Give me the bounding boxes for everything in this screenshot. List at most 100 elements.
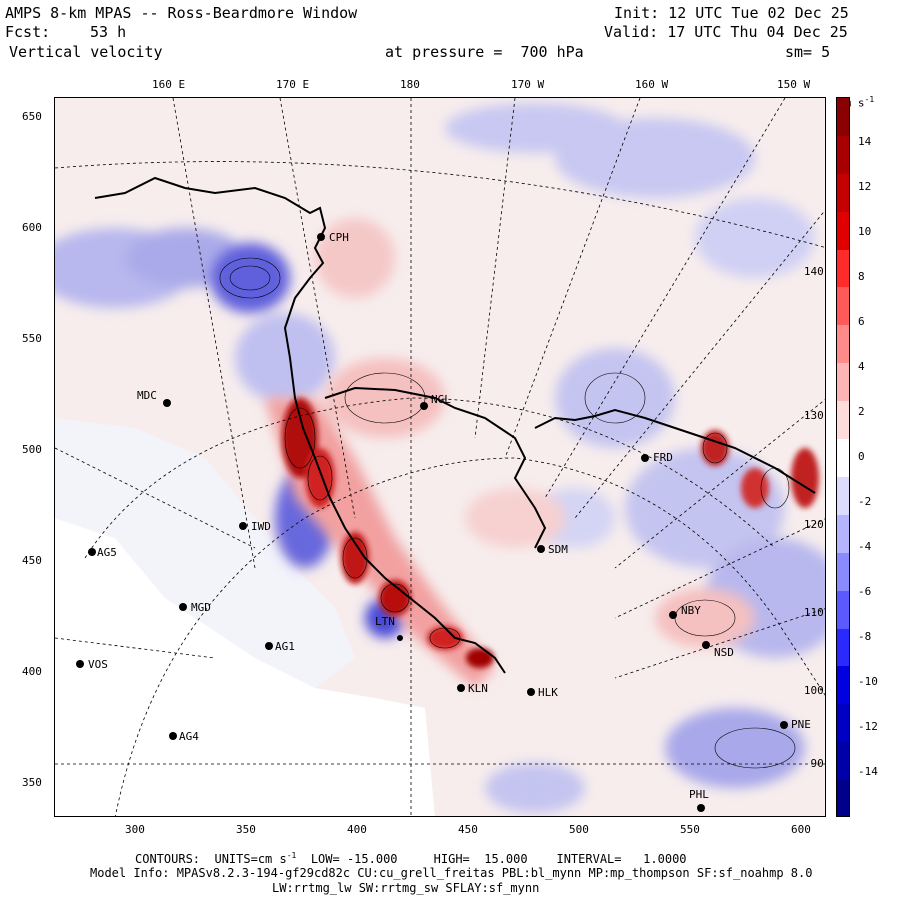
forecast-label: Fcst: — [5, 23, 51, 41]
station-label-pne: PNE — [791, 718, 811, 731]
station-label-nby: NBY — [681, 604, 701, 617]
colorbar-label: 4 — [858, 360, 865, 373]
colorbar-label: 14 — [858, 135, 872, 148]
colorbar-segment — [837, 476, 849, 516]
colorbar-label: -14 — [858, 765, 878, 778]
colorbar-segment — [837, 287, 849, 326]
colorbar-label: -6 — [858, 585, 872, 598]
left-tick-350: 350 — [22, 776, 42, 789]
colorbar-label: -8 — [858, 630, 872, 643]
station-dot-phl[interactable] — [697, 804, 705, 812]
top-tick-170w: 170 W — [511, 78, 545, 91]
contour-lines — [219, 257, 796, 769]
colorbar-label: 8 — [858, 270, 865, 283]
lon-label-140w: 140 W — [804, 265, 826, 278]
station-label-ltn: LTN — [375, 615, 395, 628]
colorbar-segment — [837, 98, 849, 137]
map-svg: CPH MDC NGL FRD IWD AG5 SDM MGD AG1 VOS … — [55, 98, 827, 816]
init-time: Init: 12 UTC Tue 02 Dec 25 — [614, 4, 849, 22]
station-dot-ag4[interactable] — [169, 732, 177, 740]
map-plot[interactable]: CPH MDC NGL FRD IWD AG5 SDM MGD AG1 VOS … — [54, 97, 826, 817]
lon-label-100w: 100 W — [804, 684, 826, 697]
left-tick-600: 600 — [22, 221, 42, 234]
colorbar-label: -10 — [858, 675, 878, 688]
negative-velocity-areas — [55, 103, 825, 813]
colorbar-segment — [837, 628, 849, 667]
station-dot-ag5[interactable] — [88, 548, 96, 556]
station-dot-ngl[interactable] — [420, 402, 428, 410]
colorbar-segment — [837, 401, 849, 440]
bottom-tick-300: 300 — [125, 823, 145, 836]
station-label-ag4: AG4 — [179, 730, 199, 743]
forecast-hour: 53 h — [90, 23, 127, 41]
colorbar-segment — [837, 590, 849, 630]
colorbar-label: 2 — [858, 405, 865, 418]
lon-label-110w: 110 W — [804, 606, 826, 619]
station-dot-nsd[interactable] — [702, 641, 710, 649]
station-label-kln: KLN — [468, 682, 488, 695]
station-dot-mdc[interactable] — [163, 399, 171, 407]
bottom-tick-550: 550 — [680, 823, 700, 836]
colorbar — [836, 97, 850, 817]
station-dot-ltn[interactable] — [397, 635, 403, 641]
bottom-tick-500: 500 — [569, 823, 589, 836]
station-label-hlk: HLK — [538, 686, 558, 699]
colorbar-label: -2 — [858, 495, 872, 508]
station-label-cph: CPH — [329, 231, 349, 244]
station-dot-hlk[interactable] — [527, 688, 535, 696]
top-tick-170e: 170 E — [276, 78, 310, 91]
station-dot-frd[interactable] — [641, 454, 649, 462]
station-dot-vos[interactable] — [76, 660, 84, 668]
colorbar-label: 0 — [858, 450, 865, 463]
colorbar-segment — [837, 325, 849, 364]
left-tick-650: 650 — [22, 110, 42, 123]
footer-physics: LW:rrtmg_lw SW:rrtmg_sw SFLAY:sf_mynn — [272, 881, 540, 895]
station-dot-kln[interactable] — [457, 684, 465, 692]
bottom-tick-600: 600 — [791, 823, 811, 836]
colorbar-segment — [837, 704, 849, 743]
graticule — [55, 98, 825, 816]
station-label-iwd: IWD — [251, 520, 271, 533]
station-label-ngl: NGL — [431, 393, 451, 406]
colorbar-segment — [837, 552, 849, 592]
footer-contours: CONTOURS: UNITS=cm s-1 LOW= -15.000 HIGH… — [135, 851, 687, 866]
station-label-mgd: MGD — [191, 601, 211, 614]
colorbar-segment — [837, 135, 849, 175]
colorbar-segment — [837, 363, 849, 402]
station-dot-mgd[interactable] — [179, 603, 187, 611]
colorbar-segment — [837, 173, 849, 213]
station-dot-sdm[interactable] — [537, 545, 545, 553]
top-tick-180: 180 — [400, 78, 420, 91]
station-label-sdm: SDM — [548, 543, 568, 556]
map-title: AMPS 8-km MPAS -- Ross-Beardmore Window — [5, 4, 358, 22]
station-dot-pne[interactable] — [780, 721, 788, 729]
station-label-phl: PHL — [689, 788, 709, 801]
left-tick-400: 400 — [22, 665, 42, 678]
left-tick-500: 500 — [22, 443, 42, 456]
bottom-tick-450: 450 — [458, 823, 478, 836]
plateau-region — [55, 418, 355, 688]
footer-model-info: Model Info: MPASv8.2.3-194-gf29cd82c CU:… — [90, 866, 813, 880]
station-dot-ag1[interactable] — [265, 642, 273, 650]
coastline — [94, 176, 816, 674]
top-tick-160w: 160 W — [635, 78, 669, 91]
no-data-region — [55, 518, 435, 816]
colorbar-label: 6 — [858, 315, 865, 328]
colorbar-segment — [837, 514, 849, 554]
smoothing: sm= 5 — [785, 43, 831, 61]
station-dot-iwd[interactable] — [239, 522, 247, 530]
station-markers — [76, 233, 788, 812]
station-dot-cph[interactable] — [317, 233, 325, 241]
colorbar-segment — [837, 211, 849, 251]
valid-time: Valid: 17 UTC Thu 04 Dec 25 — [604, 23, 848, 41]
station-label-ag5: AG5 — [97, 546, 117, 559]
lon-label-120w: 120 W — [804, 518, 826, 531]
colorbar-label: -4 — [858, 540, 872, 553]
top-tick-150w: 150 W — [777, 78, 811, 91]
colorbar-segment — [837, 666, 849, 705]
lon-label-90w: 90 W — [811, 757, 827, 770]
colorbar-label: 12 — [858, 180, 872, 193]
station-dot-nby[interactable] — [669, 611, 677, 619]
colorbar-segment — [837, 249, 849, 288]
colorbar-label: 10 — [858, 225, 872, 238]
